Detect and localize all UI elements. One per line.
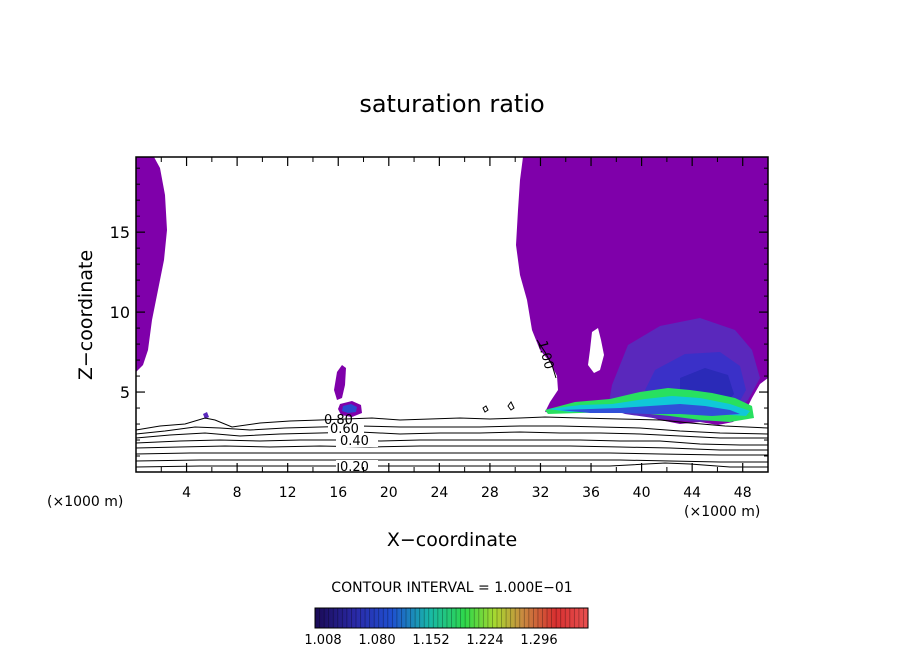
contour-line-03: [136, 452, 768, 456]
x-tick-label: 40: [633, 485, 651, 501]
band-blue: [560, 404, 740, 416]
y-tick-label: 5: [120, 383, 130, 402]
colorbar-stripes: [319, 608, 584, 628]
contour-line-10: [536, 339, 557, 379]
x-unit-label: (×1000 m): [684, 504, 760, 520]
contour-line-02: [136, 459, 768, 463]
x-tick-label: 20: [380, 485, 398, 501]
region-left-upper: [136, 157, 167, 372]
chart-title: saturation ratio: [359, 90, 544, 118]
filled-regions: [136, 157, 768, 425]
contour-line-08: [136, 416, 768, 431]
y-axis-label: Z−coordinate: [75, 250, 97, 380]
tiny-contour: [482, 401, 515, 413]
contour-lines: [136, 339, 768, 468]
x-tick-label: 36: [582, 485, 600, 501]
contour-labels: 0.20 0.40 0.60 0.80 1.00: [324, 339, 556, 475]
colorbar-tick-label: 1.008: [304, 633, 341, 648]
tiny-blob: [203, 412, 209, 419]
x-axis-ticks: 4 8 12 16 20 24 28 32 36 40 44 48: [160, 157, 752, 501]
small-blob-core: [342, 404, 357, 413]
hole: [588, 328, 604, 373]
contour-line-04: [136, 445, 768, 451]
contour-label-080: 0.80: [324, 413, 353, 428]
x-tick-label: 24: [430, 485, 448, 501]
contour-interval-text: CONTOUR INTERVAL = 1.000E−01: [331, 580, 572, 596]
colorbar-tick-label: 1.080: [358, 633, 395, 648]
contour-label-060: 0.60: [330, 422, 359, 437]
cloud-blob: [334, 365, 346, 400]
colorbar-labels: 1.008 1.080 1.152 1.224 1.296: [304, 633, 557, 648]
plot-frame: [135, 156, 769, 473]
y-tick-label: 10: [110, 303, 130, 322]
x-tick-label: 32: [532, 485, 550, 501]
colorbar-tick-label: 1.224: [466, 633, 503, 648]
colorbar: [314, 607, 589, 629]
x-tick-label: 28: [481, 485, 499, 501]
contour-line-05: [136, 439, 768, 446]
y-axis-ticks: 5 10 15: [110, 167, 768, 457]
x-tick-label: 48: [734, 485, 752, 501]
contour-line-01: [136, 462, 768, 468]
y-tick-label: 15: [110, 223, 130, 242]
x-tick-label: 8: [233, 485, 242, 501]
colorbar-tick-label: 1.296: [520, 633, 557, 648]
x-tick-label: 12: [279, 485, 297, 501]
contour-label-040: 0.40: [340, 434, 369, 449]
z-unit-label: (×1000 m): [47, 494, 123, 510]
contour-label-100: 1.00: [534, 339, 556, 371]
x-tick-label: 16: [329, 485, 347, 501]
x-tick-label: 44: [683, 485, 701, 501]
contour-line-06: [136, 431, 768, 439]
colorbar-tick-label: 1.152: [412, 633, 449, 648]
x-tick-label: 4: [182, 485, 191, 501]
contour-line-07: [136, 425, 768, 435]
x-axis-label: X−coordinate: [387, 529, 517, 551]
